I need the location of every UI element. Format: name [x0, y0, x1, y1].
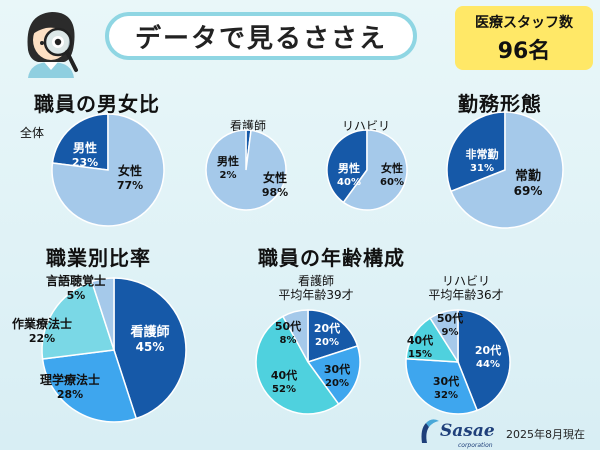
age-nurse-value-2: 52% — [272, 384, 296, 395]
sasae-logo-text: Sasae — [440, 421, 495, 441]
gender-all-slice-1 — [51, 113, 165, 227]
sasae-logo-sub: corporation — [458, 442, 493, 449]
occupation-slice-2 — [41, 280, 115, 360]
chart-title-gender-rehab: リハビリ — [342, 119, 391, 133]
chart-subtitle-age-nurse: 平均年齢39才 — [278, 288, 354, 302]
sasae-logo-icon — [421, 419, 439, 443]
work-label-0: 非常勤 — [466, 147, 499, 161]
occupation-slice-1 — [41, 349, 138, 423]
age-nurse-label-3: 50代 — [275, 319, 301, 333]
age-nurse-value-1: 20% — [325, 378, 349, 389]
age-rehab-value-1: 32% — [434, 390, 458, 401]
age-nurse-slice-3 — [281, 309, 309, 363]
work-slice-0 — [446, 111, 506, 193]
age-rehab-slice-2 — [405, 317, 460, 363]
age-rehab-label-0: 20代 — [475, 343, 501, 357]
age-nurse-slice-2 — [255, 315, 340, 415]
age-rehab-label-1: 30代 — [433, 374, 459, 388]
occupation-slice-0 — [113, 277, 187, 420]
staff-count-label: 医療スタッフ数 — [475, 14, 573, 31]
page-title: データで見るささえ — [105, 12, 417, 60]
chart-title-gender-all: 全体 — [20, 126, 45, 140]
gender-nurse-label-0: 男性 — [217, 154, 239, 168]
work-label-1: 常勤 — [515, 168, 541, 184]
age-rehab-slice-0 — [457, 309, 511, 412]
gender-rehab-value-0: 40% — [337, 177, 361, 188]
age-nurse-label-0: 20代 — [314, 321, 340, 335]
age-rehab-slice-1 — [405, 357, 479, 415]
section-occupation-title: 職業別比率 — [46, 246, 151, 270]
age-nurse-slice-1 — [306, 344, 361, 406]
work-slice-1 — [450, 111, 564, 229]
age-nurse-label-1: 30代 — [324, 362, 350, 376]
occupation-label-1: 理学療法士 — [40, 372, 100, 387]
gender-all-label-0: 男性 — [73, 140, 97, 155]
gender-nurse-value-0: 2% — [220, 170, 237, 181]
gender-all-label-1: 女性 — [118, 163, 142, 178]
occupation-slice-3 — [90, 277, 115, 351]
work-value-1: 69% — [514, 184, 543, 198]
gender-nurse-value-1: 98% — [262, 186, 288, 199]
occupation-value-2: 22% — [29, 332, 55, 345]
age-nurse-slice-0 — [307, 309, 359, 364]
occupation-label-0: 看護師 — [130, 324, 169, 340]
staff-count-box: 医療スタッフ数 96名 — [455, 6, 593, 70]
gender-nurse-label-1: 女性 — [263, 170, 287, 185]
avatar-illustration — [27, 12, 78, 78]
gender-rehab-slice-1 — [342, 129, 408, 211]
age-rehab-value-0: 44% — [476, 359, 500, 370]
occupation-value-1: 28% — [57, 388, 83, 401]
age-nurse-value-0: 20% — [315, 337, 339, 348]
gender-rehab-label-0: 男性 — [338, 161, 360, 175]
gender-rehab-slice-0 — [326, 129, 368, 204]
work-value-0: 31% — [470, 163, 494, 174]
gender-all-value-1: 77% — [117, 179, 143, 192]
gender-rehab-value-1: 60% — [380, 177, 404, 188]
age-rehab-label-3: 50代 — [437, 311, 463, 325]
chart-title-gender-nurse: 看護師 — [230, 119, 267, 133]
occupation-value-0: 45% — [136, 340, 165, 354]
age-rehab-value-2: 15% — [408, 349, 432, 360]
section-age-title: 職員の年齢構成 — [258, 246, 405, 270]
gender-all-slice-0 — [51, 113, 109, 171]
chart-title-age-nurse: 看護師 — [297, 274, 334, 288]
gender-all-value-0: 23% — [72, 156, 98, 169]
occupation-label-2: 作業療法士 — [12, 316, 72, 331]
age-nurse-label-2: 40代 — [271, 368, 297, 382]
section-gender-title: 職員の男女比 — [34, 92, 160, 116]
chart-subtitle-age-rehab: 平均年齢36才 — [428, 288, 504, 302]
staff-count-value: 96名 — [497, 38, 551, 64]
footer-date: 2025年8月現在 — [506, 428, 585, 441]
age-rehab-label-2: 40代 — [407, 333, 433, 347]
gender-rehab-label-1: 女性 — [381, 161, 403, 175]
chart-title-age-rehab: リハビリ — [441, 274, 490, 288]
occupation-value-3: 5% — [67, 289, 86, 302]
age-rehab-slice-3 — [429, 309, 459, 365]
age-nurse-value-3: 8% — [280, 335, 297, 346]
age-rehab-value-3: 9% — [442, 327, 459, 338]
occupation-label-3: 言語聴覚士 — [46, 273, 106, 288]
gender-nurse-slice-1 — [205, 129, 287, 211]
